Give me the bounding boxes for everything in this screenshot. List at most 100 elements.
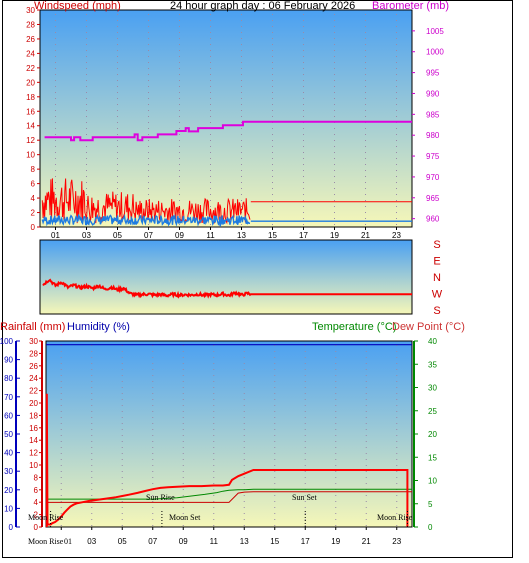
- grid-dot: [396, 435, 398, 436]
- windspeed-tick-label: 0: [31, 223, 36, 232]
- grid-dot: [182, 357, 184, 358]
- rain-tick-label: 0: [34, 523, 39, 532]
- moon-rise-label: Moon Rise: [28, 513, 64, 522]
- grid-dot: [91, 363, 93, 364]
- grid-dot: [335, 405, 337, 406]
- grid-dot: [152, 495, 154, 496]
- grid-dot: [396, 519, 398, 520]
- grid-dot: [60, 465, 62, 466]
- grid-dot: [274, 435, 276, 436]
- grid-dot: [304, 453, 306, 454]
- grid-dot: [91, 513, 93, 514]
- sun-moon-events: Moon Rise Moon Set Sun Rise Sun Set Moon Ris…: [28, 493, 413, 546]
- grid-dot: [121, 417, 123, 418]
- grid-dot: [396, 345, 398, 346]
- grid-dot: [91, 477, 93, 478]
- grid-dot: [365, 477, 367, 478]
- grid-dot: [182, 375, 184, 376]
- grid-dot: [117, 110, 118, 111]
- grid-dot: [365, 465, 367, 466]
- grid-dot: [335, 471, 337, 472]
- grid-dot: [152, 519, 154, 520]
- barometer-axis: 960 965 970 975 980 985 990 995 1000 1005: [412, 27, 444, 224]
- grid-dot: [148, 74, 149, 75]
- grid-dot: [272, 224, 273, 225]
- rain-tick-label: 14: [29, 436, 38, 445]
- grid-dot: [365, 351, 367, 352]
- grid-dot: [117, 32, 118, 33]
- grid-dot: [152, 363, 154, 364]
- grid-dot: [365, 20, 366, 21]
- hour-tick-label: 07: [144, 231, 153, 240]
- grid-dot: [304, 513, 306, 514]
- grid-dot: [396, 381, 398, 382]
- grid-dot: [243, 447, 245, 448]
- direction-series: [42, 278, 412, 299]
- grid-dot: [396, 158, 397, 159]
- grid-dot: [86, 26, 87, 27]
- grid-dot: [117, 98, 118, 99]
- windspeed-tick-label: 24: [26, 49, 35, 58]
- grid-dot: [396, 483, 398, 484]
- grid-dot: [303, 164, 304, 165]
- grid-dot: [396, 86, 397, 87]
- grid-dot: [91, 519, 93, 520]
- grid-dot: [91, 393, 93, 394]
- grid-dot: [365, 50, 366, 51]
- hour-tick-label: 03: [82, 231, 91, 240]
- hour-tick-label: 17: [301, 537, 310, 546]
- grid-dot: [365, 224, 366, 225]
- moon-set-label: Moon Set: [169, 513, 201, 522]
- grid-dot: [182, 525, 184, 526]
- grid-dot: [396, 98, 397, 99]
- windspeed-tick-label: 4: [31, 194, 36, 203]
- grid-dot: [335, 525, 337, 526]
- grid-dot: [304, 411, 306, 412]
- humidity-tick-label: 50: [4, 430, 13, 439]
- grid-dot: [148, 176, 149, 177]
- grid-dot: [396, 104, 397, 105]
- grid-dot: [179, 146, 180, 147]
- barometer-tick-label: 975: [426, 152, 440, 161]
- grid-dot: [55, 116, 56, 117]
- grid-dot: [210, 80, 211, 81]
- grid-dot: [86, 128, 87, 129]
- grid-dot: [335, 345, 337, 346]
- grid-dot: [243, 459, 245, 460]
- hour-tick-label: 21: [361, 231, 370, 240]
- windspeed-tick-label: 26: [26, 35, 35, 44]
- rain-tick-label: 12: [29, 449, 38, 458]
- grid-dot: [86, 104, 87, 105]
- grid-dot: [304, 423, 306, 424]
- grid-dot: [303, 176, 304, 177]
- grid-dot: [60, 351, 62, 352]
- grid-dot: [60, 393, 62, 394]
- grid-dot: [152, 441, 154, 442]
- grid-dot: [86, 122, 87, 123]
- grid-dot: [91, 375, 93, 376]
- grid-dot: [365, 200, 366, 201]
- grid-dot: [303, 116, 304, 117]
- grid-dot: [334, 98, 335, 99]
- grid-dot: [179, 170, 180, 171]
- grid-dot: [243, 405, 245, 406]
- grid-dot: [365, 74, 366, 75]
- grid-dot: [365, 483, 367, 484]
- grid-dot: [304, 417, 306, 418]
- grid-dot: [117, 38, 118, 39]
- grid-dot: [396, 357, 398, 358]
- grid-dot: [335, 465, 337, 466]
- windspeed-tick-label: 8: [31, 165, 36, 174]
- grid-dot: [121, 411, 123, 412]
- grid-dot: [210, 122, 211, 123]
- grid-dot: [334, 62, 335, 63]
- windspeed-tick-label: 30: [26, 6, 35, 15]
- grid-dot: [152, 501, 154, 502]
- grid-dot: [334, 74, 335, 75]
- grid-dot: [117, 224, 118, 225]
- grid-dot: [91, 525, 93, 526]
- grid-dot: [210, 56, 211, 57]
- grid-dot: [303, 194, 304, 195]
- grid-dot: [303, 146, 304, 147]
- grid-dot: [152, 459, 154, 460]
